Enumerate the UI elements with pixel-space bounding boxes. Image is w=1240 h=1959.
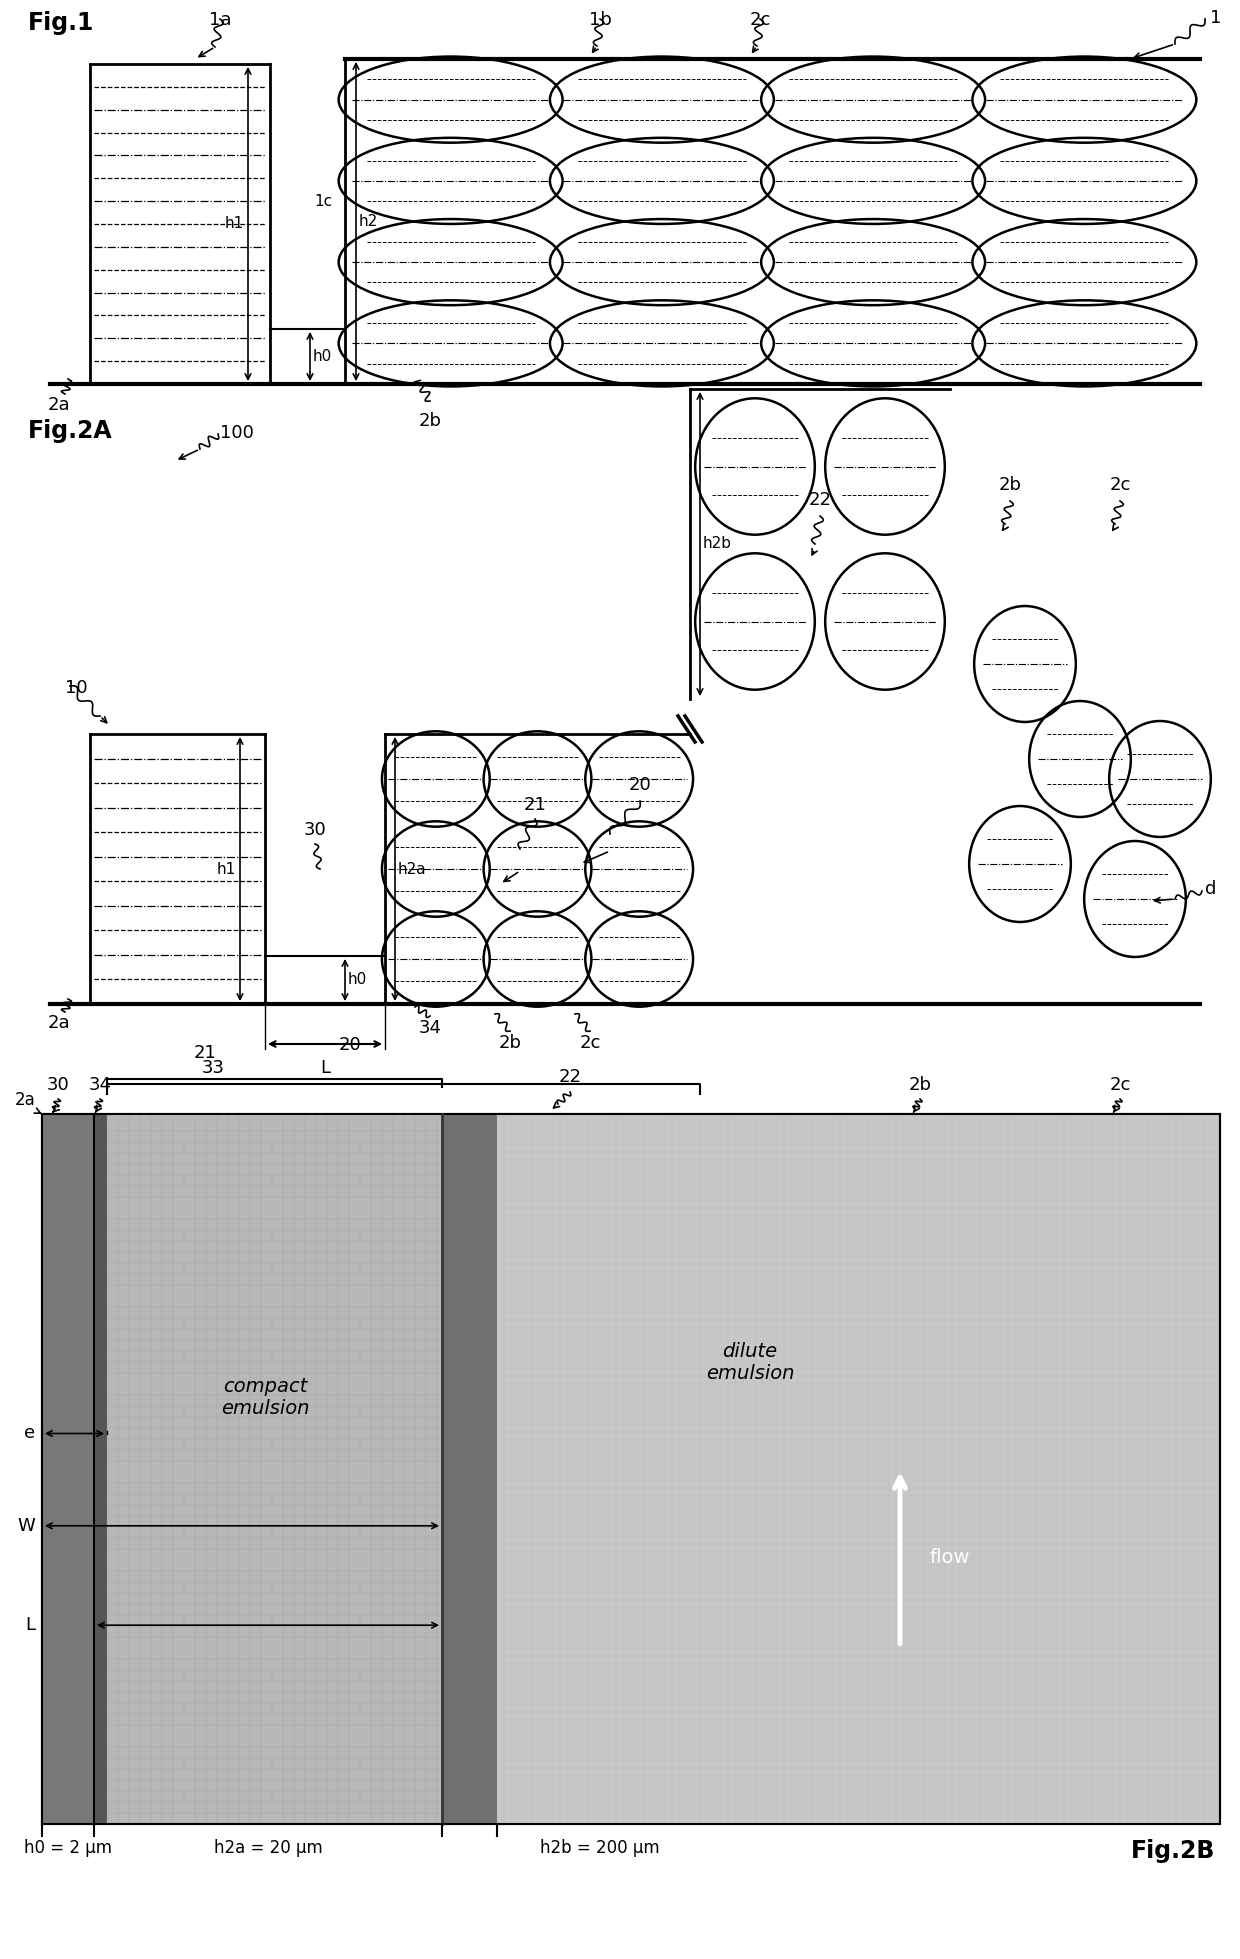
Text: 2a: 2a: [14, 1091, 35, 1109]
Text: h2a: h2a: [398, 862, 427, 876]
Text: L: L: [320, 1060, 330, 1077]
Text: e: e: [24, 1424, 35, 1442]
Text: 2b: 2b: [998, 476, 1022, 494]
Text: 1: 1: [1210, 10, 1221, 27]
Bar: [42, 1115, 1220, 1824]
Bar: [94, 1115, 107, 1824]
Text: 34: 34: [419, 1019, 441, 1036]
Text: L: L: [25, 1616, 35, 1634]
Text: 2c: 2c: [1110, 476, 1131, 494]
Text: 10: 10: [64, 680, 88, 697]
Bar: [42, 1115, 94, 1824]
Text: 1b: 1b: [589, 12, 611, 29]
Bar: [441, 1115, 497, 1824]
Text: h0: h0: [348, 972, 367, 987]
Text: dilute
emulsion: dilute emulsion: [706, 1342, 795, 1383]
Text: 2b: 2b: [419, 411, 441, 429]
Text: flow: flow: [930, 1548, 971, 1567]
Text: 22: 22: [808, 492, 832, 509]
Text: h2b = 200 μm: h2b = 200 μm: [541, 1840, 660, 1857]
Text: 2b: 2b: [498, 1034, 522, 1052]
Text: d: d: [1205, 880, 1216, 897]
Text: h0: h0: [312, 349, 332, 364]
Text: 21: 21: [193, 1044, 217, 1062]
Bar: [497, 1115, 1220, 1824]
Text: W: W: [17, 1516, 35, 1534]
Text: 22: 22: [558, 1068, 582, 1085]
Text: 30: 30: [304, 821, 326, 838]
Text: compact
emulsion: compact emulsion: [221, 1377, 309, 1418]
Text: 2c: 2c: [579, 1034, 600, 1052]
Bar: [107, 1115, 441, 1824]
Text: 34: 34: [88, 1075, 112, 1093]
Text: 2c: 2c: [1110, 1075, 1131, 1093]
Text: 100: 100: [219, 423, 254, 443]
Text: Fig.2B: Fig.2B: [1131, 1840, 1215, 1863]
Text: h1: h1: [224, 217, 244, 231]
Text: 21: 21: [523, 795, 547, 815]
Text: h0 = 2 μm: h0 = 2 μm: [24, 1840, 112, 1857]
Text: 2c: 2c: [749, 12, 771, 29]
Text: 2a: 2a: [48, 1015, 71, 1032]
Text: 2b: 2b: [909, 1075, 931, 1093]
Text: 2a: 2a: [48, 396, 71, 413]
Text: Fig.2A: Fig.2A: [29, 419, 113, 443]
Text: Fig.1: Fig.1: [29, 12, 94, 35]
Text: h2b: h2b: [703, 537, 732, 552]
Text: 1a: 1a: [208, 12, 231, 29]
Text: 20: 20: [629, 776, 651, 793]
Text: h2: h2: [360, 214, 378, 229]
Text: h2a = 20 μm: h2a = 20 μm: [213, 1840, 322, 1857]
Text: 33: 33: [201, 1060, 224, 1077]
Text: 20: 20: [339, 1036, 361, 1054]
Text: h1: h1: [217, 862, 236, 876]
Text: 30: 30: [47, 1075, 69, 1093]
Text: 1c: 1c: [314, 194, 332, 210]
